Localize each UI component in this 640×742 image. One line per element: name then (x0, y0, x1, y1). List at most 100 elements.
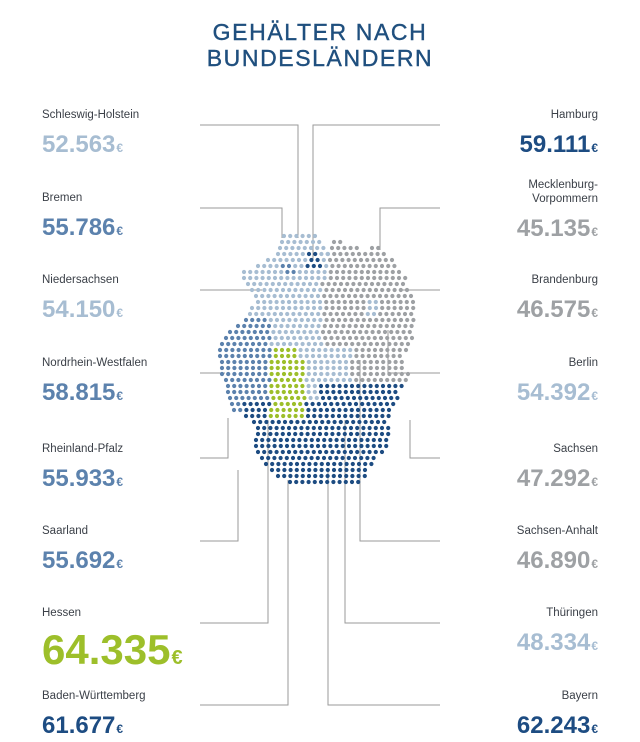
map-dot-bb (411, 317, 416, 323)
map-dot-by (356, 467, 361, 473)
map-dot-mv (346, 257, 351, 263)
map-dot-nw (254, 323, 259, 329)
map-dot-mv (390, 275, 395, 281)
map-dot-bw (250, 407, 255, 413)
map-dot-mv (392, 263, 397, 269)
currency-symbol: € (591, 475, 598, 489)
map-dot-by (337, 473, 343, 479)
map-dot-sn (372, 347, 378, 353)
map-dot-bb (398, 287, 403, 293)
map-dot-rp (242, 377, 247, 383)
currency-symbol: € (116, 475, 124, 489)
salary-number: 54.150 (42, 296, 116, 323)
state-value: 46.575€ (398, 297, 598, 326)
map-dot-nw (257, 371, 262, 377)
map-dot-st (334, 311, 339, 317)
map-dot-th (306, 371, 311, 377)
map-dot-ni (318, 305, 323, 311)
map-dot-mv (379, 263, 385, 269)
map-dot-sh (294, 251, 299, 257)
map-dot-bb (386, 299, 391, 305)
map-dot-by (320, 419, 325, 425)
title-line-1: GEHÄLTER NACH (212, 19, 428, 45)
map-dot-ni (262, 305, 267, 311)
state-name: Nordrhein-Westfalen (42, 357, 148, 369)
state-value: 59.111€ (398, 132, 598, 161)
map-dot-ni (310, 275, 315, 281)
map-dot-nw (255, 347, 260, 353)
map-dot-mv (330, 263, 335, 269)
map-dot-by (371, 455, 376, 461)
map-dot-sn (387, 359, 392, 365)
map-dot-sn (381, 365, 386, 371)
map-dot-sl (236, 401, 241, 407)
map-dot-ni (289, 329, 295, 335)
map-dot-bw (264, 419, 269, 425)
state-name: Brandenburg (531, 274, 599, 286)
map-dot-nw (238, 365, 243, 371)
map-dot-nw (226, 371, 231, 377)
map-dot-by (311, 431, 316, 437)
map-dot-bw (272, 437, 277, 443)
map-dot-bb (355, 299, 360, 305)
map-dot-he (298, 401, 303, 407)
map-dot-sn (399, 365, 404, 371)
map-dot-ni (321, 257, 326, 263)
map-dot-ni (268, 299, 273, 305)
map-dot-by (343, 479, 348, 485)
map-dot-st (327, 329, 332, 335)
map-dot-bw (300, 467, 306, 473)
map-dot-st (343, 317, 348, 323)
map-dot-st (334, 293, 339, 299)
map-dot-by (315, 443, 321, 449)
map-dot-ni (312, 341, 318, 347)
map-dot-bw (260, 443, 265, 449)
map-dot-ni (260, 269, 265, 275)
map-dot-ni (249, 305, 255, 311)
map-dot-rp (250, 389, 255, 395)
map-dot-he (275, 383, 280, 389)
map-dot-he (285, 401, 290, 407)
map-dot-nw (243, 317, 249, 323)
map-dot-bb (390, 323, 396, 329)
map-dot-ni (281, 317, 286, 323)
map-dot-nw (219, 365, 225, 371)
map-dot-th (341, 377, 346, 383)
map-dot-ni (273, 323, 278, 329)
map-dot-bw (272, 455, 277, 461)
map-dot-mv (341, 275, 346, 281)
map-dot-rp (256, 383, 262, 389)
map-dot-ni (280, 287, 286, 293)
connector-sh (200, 124, 299, 238)
map-dot-bb (378, 323, 383, 329)
map-dot-he (294, 371, 299, 377)
map-dot-he (279, 347, 285, 353)
map-dot-sh (288, 233, 293, 239)
map-dot-by (313, 461, 318, 467)
map-dot-by (322, 401, 328, 407)
map-dot-he (302, 395, 307, 401)
map-dot-sn (387, 371, 392, 377)
map-dot-he (281, 389, 286, 395)
map-dot-ni (303, 311, 308, 317)
map-dot-by (333, 395, 338, 401)
map-dot-nw (232, 371, 237, 377)
state-st: Sachsen-Anhalt 46.890€ (398, 524, 598, 577)
map-dot-mv (369, 281, 375, 287)
map-dot-he (286, 347, 291, 353)
map-dot-ni (268, 263, 273, 269)
map-dot-bw (263, 461, 269, 467)
map-dot-by (374, 413, 379, 419)
map-dot-bw (266, 455, 271, 461)
map-dot-bb (378, 335, 384, 341)
map-dot-nw (254, 335, 260, 341)
map-dot-by (330, 431, 335, 437)
map-dot-by (334, 437, 339, 443)
map-dot-bw (306, 479, 311, 485)
map-dot-rp (258, 395, 264, 401)
salary-number: 55.786 (42, 214, 116, 241)
map-dot-by (336, 449, 341, 455)
map-dot-by (368, 389, 373, 395)
map-dot-he (293, 407, 299, 413)
map-dot-st (341, 335, 346, 341)
